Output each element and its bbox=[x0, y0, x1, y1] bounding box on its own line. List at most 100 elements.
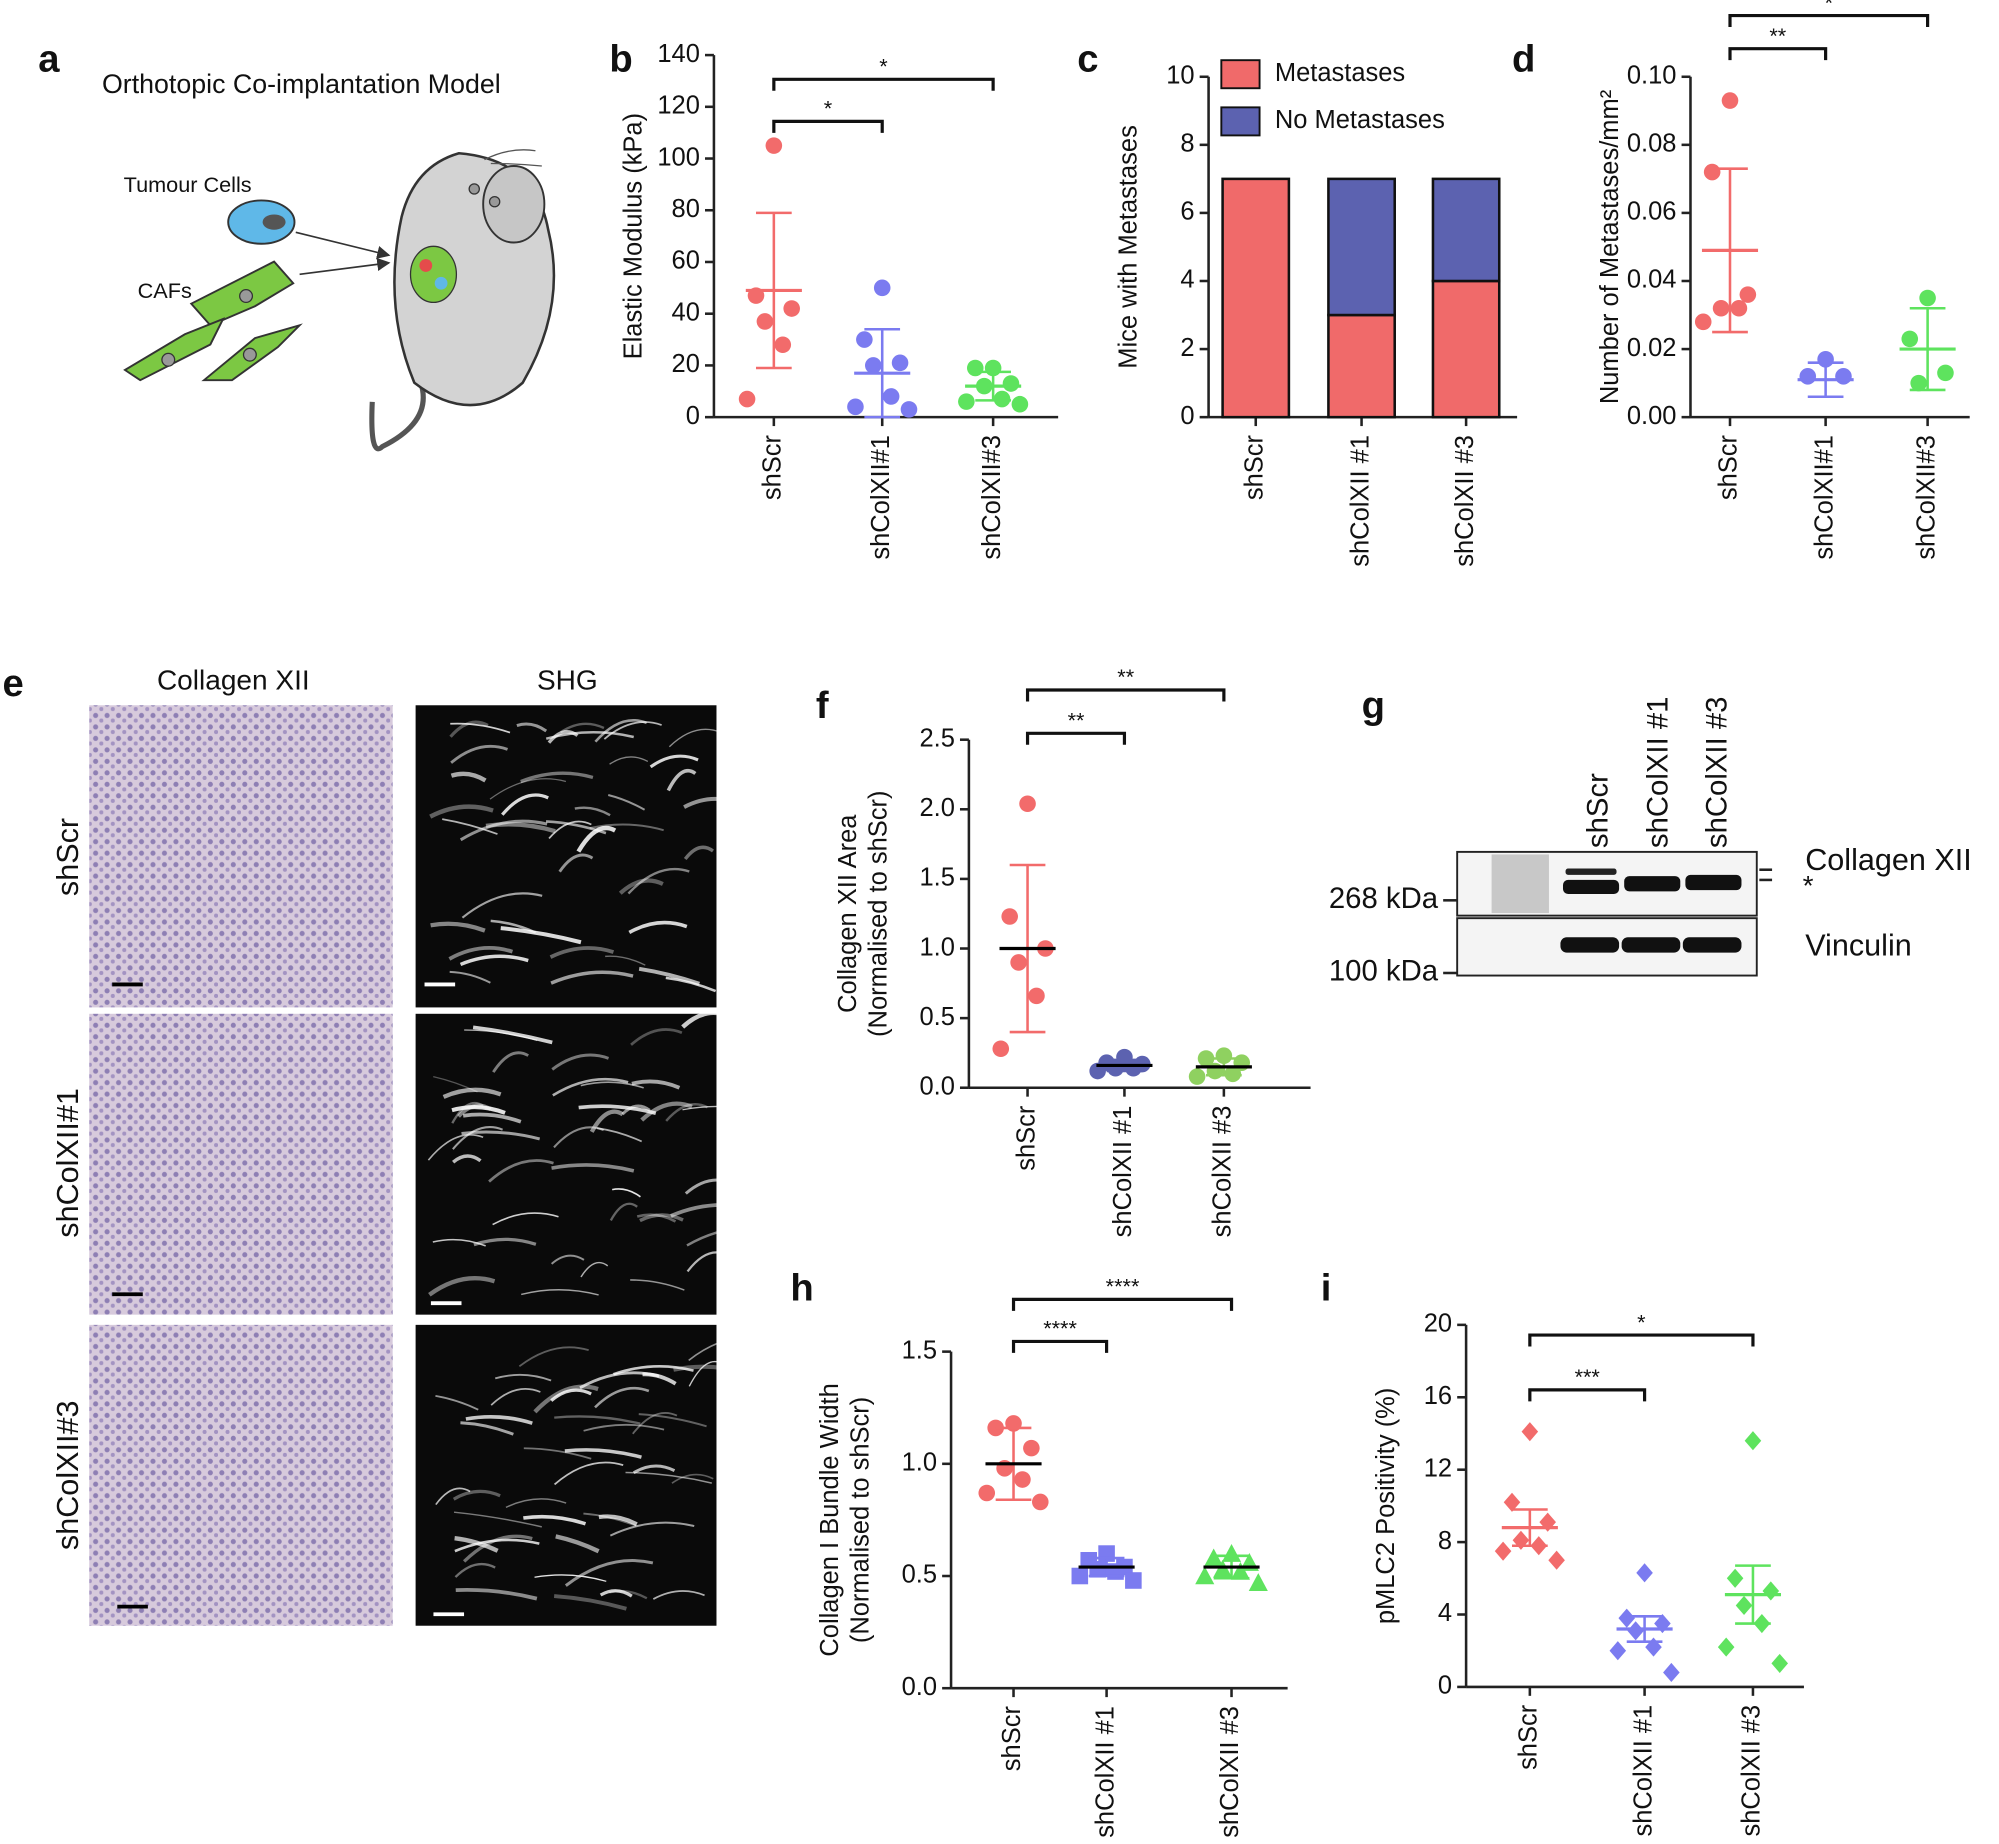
shg-fiber bbox=[545, 731, 635, 740]
shg-fiber bbox=[683, 845, 714, 861]
x-tick-label: shScr bbox=[759, 434, 787, 500]
y-axis-label: (Normalised to shScr) bbox=[847, 1397, 875, 1643]
shg-fiber bbox=[640, 1101, 693, 1122]
shg-fiber bbox=[554, 1415, 641, 1425]
shg-fiber bbox=[450, 771, 487, 783]
shg-fiber bbox=[550, 1388, 592, 1402]
shg-fiber bbox=[579, 1371, 660, 1390]
panel-label: e bbox=[3, 662, 24, 705]
shg-fiber bbox=[609, 1521, 695, 1537]
x-tick-label: shScr bbox=[998, 1706, 1026, 1772]
data-point bbox=[1195, 1566, 1215, 1585]
data-point bbox=[900, 401, 918, 418]
micrographs bbox=[89, 705, 717, 1626]
y-axis-label: Collagen XII Area bbox=[834, 814, 862, 1013]
shg-fiber bbox=[686, 1227, 773, 1247]
data-point bbox=[1002, 375, 1020, 392]
y-axis-label: Number of Metastases/mm² bbox=[1596, 90, 1624, 404]
y-tick-label: 100 bbox=[657, 143, 700, 171]
data-point bbox=[1188, 1068, 1206, 1085]
shg-fiber bbox=[630, 1279, 685, 1291]
shg-fiber bbox=[523, 1447, 592, 1460]
significance-label: * bbox=[1825, 0, 1834, 15]
shg-fiber bbox=[429, 804, 494, 819]
data-point bbox=[1125, 1059, 1142, 1077]
significance-label: ** bbox=[1068, 708, 1085, 733]
significance-bracket bbox=[1025, 688, 1226, 702]
shg-fiber bbox=[461, 1130, 541, 1141]
x-tick-label: shScr bbox=[1715, 434, 1743, 500]
data-point bbox=[1609, 1641, 1627, 1661]
y-tick-label: 0 bbox=[1438, 1672, 1452, 1700]
panel-label: a bbox=[38, 38, 60, 81]
shg-fiber bbox=[583, 1423, 665, 1432]
shg-fiber bbox=[448, 946, 514, 961]
significance-label: ** bbox=[1117, 664, 1134, 689]
y-tick-label: 1.5 bbox=[919, 864, 954, 892]
row-label: shScr bbox=[51, 818, 85, 896]
shg-fiber bbox=[516, 722, 548, 733]
y-tick-label: 60 bbox=[672, 247, 700, 275]
shg-fiber bbox=[609, 756, 649, 765]
data-point bbox=[1712, 299, 1730, 317]
data-point bbox=[847, 398, 864, 416]
shg-fiber bbox=[666, 768, 697, 792]
x-tick-label: shColXII#3 bbox=[978, 435, 1006, 560]
shg-fiber bbox=[598, 1514, 638, 1527]
diagram-label: Tumour Cells bbox=[124, 172, 252, 197]
data-point bbox=[1726, 1568, 1744, 1588]
shg-fiber bbox=[652, 1590, 705, 1600]
shg-fiber bbox=[639, 1213, 684, 1223]
data-point bbox=[1721, 92, 1739, 109]
shg-fiber bbox=[442, 818, 498, 835]
shg-fiber bbox=[607, 794, 646, 811]
data-point bbox=[1014, 1471, 1031, 1488]
shg-fiber bbox=[435, 1487, 471, 1506]
panel-label: c bbox=[1077, 38, 1098, 81]
western-blot bbox=[1443, 850, 1773, 977]
shg-fiber bbox=[683, 796, 739, 809]
y-axis-label: Mice with Metastases bbox=[1114, 125, 1142, 369]
data-point bbox=[1197, 1050, 1215, 1067]
y-tick-label: 12 bbox=[1424, 1454, 1452, 1482]
x-tick-label: shColXII #3 bbox=[1209, 1106, 1237, 1238]
data-point bbox=[1663, 1662, 1680, 1683]
shg-fiber bbox=[473, 1237, 537, 1247]
y-tick-label: 0.04 bbox=[1627, 266, 1677, 294]
panel-label: g bbox=[1362, 684, 1385, 727]
shg-fiber bbox=[494, 1373, 552, 1382]
shg-fiber bbox=[459, 819, 548, 842]
y-tick-label: 8 bbox=[1438, 1527, 1452, 1555]
shg-fiber bbox=[554, 1594, 627, 1611]
data-point bbox=[1636, 1563, 1653, 1583]
shg-fiber bbox=[433, 1075, 478, 1093]
data-point bbox=[1799, 368, 1817, 385]
shg-fiber bbox=[428, 1276, 496, 1297]
shg-fiber bbox=[625, 1471, 712, 1484]
y-tick-label: 0.10 bbox=[1627, 61, 1677, 89]
shg-fiber bbox=[452, 1154, 482, 1164]
shg-fiber bbox=[453, 1511, 542, 1528]
data-point bbox=[1116, 1048, 1133, 1066]
shg-fiber bbox=[621, 1104, 651, 1116]
shg-fiber bbox=[454, 1538, 540, 1553]
data-point bbox=[1032, 1493, 1049, 1511]
shg-fiber bbox=[465, 1414, 533, 1425]
y-tick-label: 2 bbox=[1180, 334, 1194, 362]
shg-fiber bbox=[462, 1112, 522, 1124]
ihc-image bbox=[89, 1324, 393, 1626]
ihc-image bbox=[89, 1013, 393, 1315]
shg-fiber bbox=[613, 1364, 694, 1376]
y-tick-label: 0.06 bbox=[1627, 198, 1677, 226]
x-tick-label: shScr bbox=[1240, 434, 1268, 500]
data-point bbox=[1248, 1573, 1268, 1592]
x-tick-label: shColXII #1 bbox=[1109, 1106, 1137, 1238]
diagram-title: Orthotopic Co-implantation Model bbox=[102, 69, 501, 99]
data-point bbox=[1206, 1062, 1224, 1080]
significance-bracket bbox=[772, 119, 884, 133]
data-point bbox=[756, 313, 774, 330]
shg-fiber bbox=[688, 1336, 768, 1361]
shg-fiber bbox=[594, 1386, 650, 1409]
shg-fiber bbox=[638, 1413, 707, 1428]
